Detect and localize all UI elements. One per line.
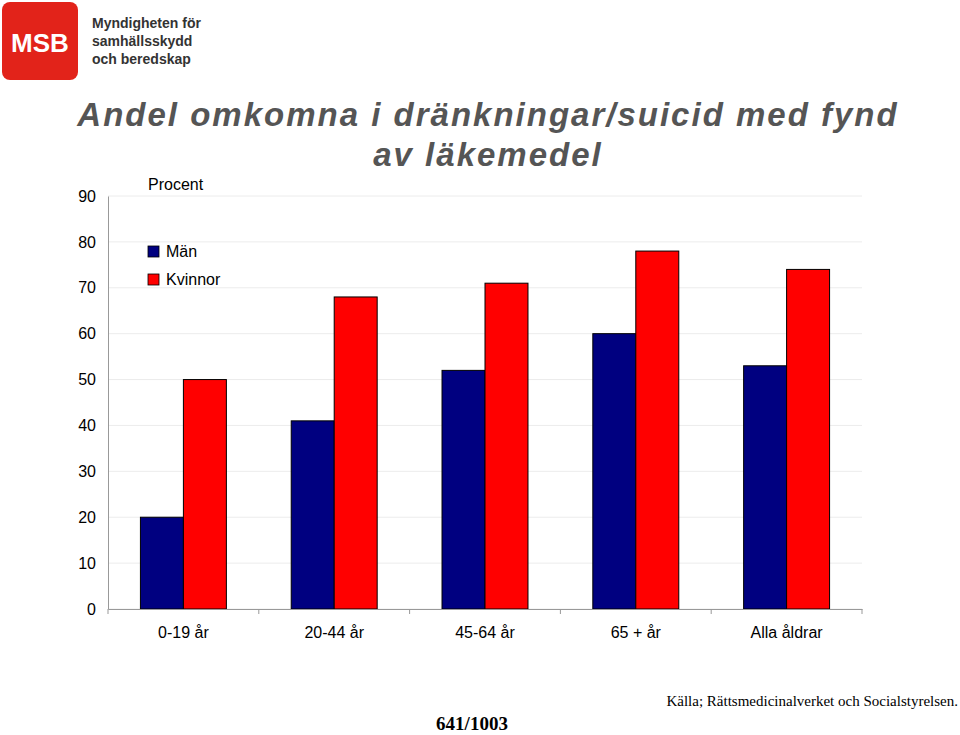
- x-tick: 20-44 år: [304, 609, 364, 641]
- x-tick-label: Alla åldrar: [751, 624, 824, 641]
- x-separator: [108, 609, 109, 614]
- title-line: Andel omkomna i dränkningar/suicid med f…: [76, 96, 898, 133]
- x-axis: 0-19 år 20-44 år 45-64 år 65 + år Alla åldra…: [109, 609, 863, 641]
- bar: [291, 421, 334, 609]
- legend-label: Kvinnor: [166, 271, 221, 288]
- page-number: 641/1003: [436, 713, 508, 734]
- y-tick: 30: [78, 463, 108, 480]
- x-tick: 65 + år: [611, 609, 662, 641]
- y-tick: 20: [78, 509, 108, 526]
- y-tick-label: 40: [78, 417, 96, 434]
- x-tick-label: 45-64 år: [455, 624, 515, 641]
- x-tick-label: 20-44 år: [304, 624, 364, 641]
- y-tick: 0: [87, 601, 108, 618]
- y-tick: 10: [78, 555, 108, 572]
- title-line: av läkemedel: [373, 136, 602, 173]
- x-separator: [862, 609, 863, 614]
- x-tick: 0-19 år: [158, 609, 209, 641]
- legend-item: Kvinnor: [148, 271, 221, 288]
- bar: [636, 251, 679, 609]
- y-tick-label: 80: [78, 234, 96, 251]
- x-axis-line: [109, 609, 863, 610]
- y-tick: 90: [78, 188, 108, 205]
- legend: Män Kvinnor: [148, 243, 221, 288]
- x-tick-label: 0-19 år: [158, 624, 209, 641]
- y-tick: 80: [78, 234, 108, 251]
- logo-text: samhällsskydd: [92, 33, 192, 49]
- bar: [442, 370, 485, 609]
- bar: [787, 269, 830, 609]
- y-tick: 50: [78, 371, 108, 388]
- bar: [183, 380, 226, 609]
- legend-swatch: [148, 246, 159, 257]
- x-tick-label: 65 + år: [611, 624, 662, 641]
- y-tick-label: 0: [87, 601, 96, 618]
- y-tick: 40: [78, 417, 108, 434]
- y-axis: 0 10 20 30 40 50 60 70 80 90: [78, 188, 108, 618]
- chart-title: Andel omkomna i dränkningar/suicid med f…: [76, 96, 898, 173]
- bar: [744, 366, 787, 609]
- logo: MSB Myndigheten för samhällsskydd och bered…: [2, 2, 201, 80]
- x-separator: [258, 609, 259, 614]
- logo-text: och beredskap: [92, 51, 191, 67]
- y-axis-title: Procent: [148, 176, 204, 193]
- plot: 0 10 20 30 40 50 60 70 80 90 0-19 år 20-44 år 45-64 …: [78, 188, 862, 642]
- legend-item: Män: [148, 243, 197, 260]
- bar: [485, 283, 528, 609]
- x-tick: 45-64 år: [455, 609, 515, 641]
- y-tick-label: 60: [78, 325, 96, 342]
- logo-mark: MSB: [11, 28, 69, 58]
- y-axis-line: [108, 197, 109, 610]
- source-note: Källa; Rättsmedicinalverket och Socialst…: [666, 693, 958, 709]
- y-tick: 70: [78, 279, 108, 296]
- x-separator: [560, 609, 561, 614]
- y-tick-label: 30: [78, 463, 96, 480]
- x-separator: [711, 609, 712, 614]
- x-separators: [108, 609, 862, 614]
- y-tick-label: 10: [78, 555, 96, 572]
- bar: [334, 297, 377, 609]
- y-tick: 60: [78, 325, 108, 342]
- grid-line: [108, 196, 862, 197]
- y-tick-label: 90: [78, 188, 96, 205]
- bar: [140, 517, 183, 609]
- legend-swatch: [148, 274, 159, 285]
- legend-label: Män: [166, 243, 197, 260]
- y-tick-label: 70: [78, 279, 96, 296]
- x-separator: [409, 609, 410, 614]
- logo-badge: [2, 2, 78, 80]
- y-tick-label: 20: [78, 509, 96, 526]
- chart-root: MSB Myndigheten för samhällsskydd och bered…: [0, 0, 960, 735]
- bar: [593, 334, 636, 609]
- grid: [108, 196, 862, 609]
- x-tick: Alla åldrar: [751, 609, 824, 641]
- y-tick-label: 50: [78, 371, 96, 388]
- logo-text: Myndigheten för: [92, 15, 201, 31]
- bars: [140, 251, 829, 609]
- grid-line: [108, 241, 862, 242]
